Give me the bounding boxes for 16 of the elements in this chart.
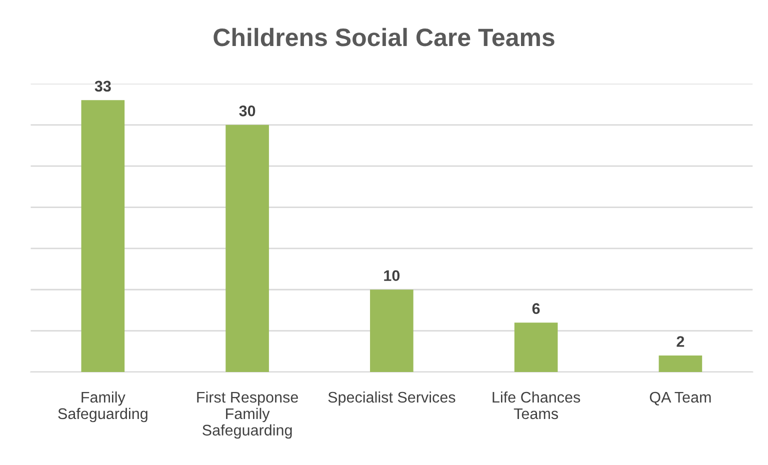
x-tick-label: Specialist Services — [328, 391, 456, 406]
data-label: 10 — [384, 270, 400, 282]
data-label: 2 — [676, 336, 684, 347]
bar — [226, 124, 269, 372]
x-tick-label: First Response Family Safeguarding — [197, 391, 298, 439]
x-tick-label: QA Team — [650, 392, 711, 406]
x-tick-label: Family Safeguarding — [58, 391, 148, 422]
data-label: 30 — [239, 105, 256, 116]
chart-title: Childrens Social Care Teams — [214, 28, 554, 46]
data-label: 6 — [532, 303, 540, 314]
data-label: 33 — [94, 80, 111, 92]
bar — [658, 356, 702, 372]
bar — [370, 290, 414, 372]
bar — [514, 322, 558, 372]
bar — [81, 100, 125, 372]
x-tick-label: Life Chances Teams — [492, 391, 580, 420]
